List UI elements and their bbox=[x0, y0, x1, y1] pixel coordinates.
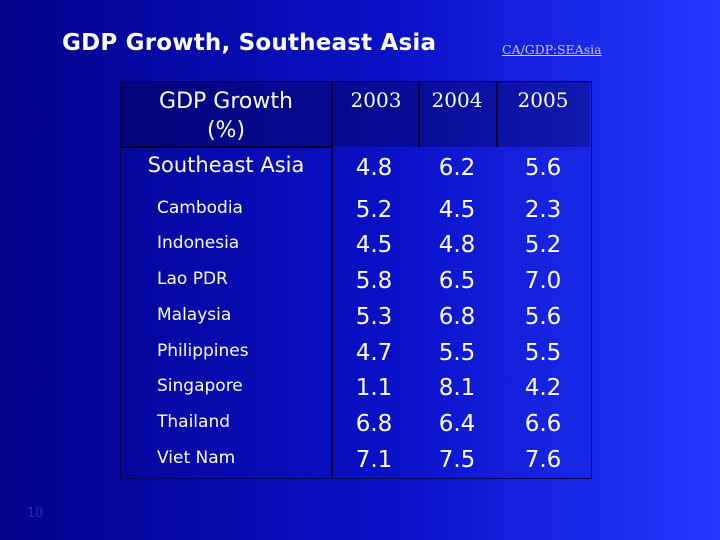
cell-value: 4.5 bbox=[438, 197, 476, 223]
table-divider bbox=[120, 146, 332, 148]
region-value: 4.8 bbox=[355, 155, 393, 181]
cell-value: 6.8 bbox=[438, 304, 476, 330]
country-label: Malaysia bbox=[157, 305, 232, 325]
cell-value: 4.7 bbox=[355, 340, 393, 366]
cell-value: 4.8 bbox=[438, 232, 476, 258]
country-label: Lao PDR bbox=[157, 269, 228, 289]
cell-value: 6.4 bbox=[438, 411, 476, 437]
table-header-label: GDP Growth (%) bbox=[120, 87, 332, 145]
page-number: 10 bbox=[27, 506, 43, 521]
table-divider bbox=[496, 81, 498, 147]
country-label: Singapore bbox=[157, 376, 243, 396]
slide-title: GDP Growth, Southeast Asia bbox=[62, 30, 437, 56]
cell-value: 5.8 bbox=[355, 268, 393, 294]
cell-value: 1.1 bbox=[355, 375, 393, 401]
year-header: 2005 bbox=[517, 88, 569, 112]
region-value: 5.6 bbox=[524, 155, 562, 181]
cell-value: 5.2 bbox=[355, 197, 393, 223]
cell-value: 8.1 bbox=[438, 375, 476, 401]
region-label: Southeast Asia bbox=[147, 153, 305, 177]
cell-value: 5.3 bbox=[355, 304, 393, 330]
cell-value: 6.6 bbox=[524, 411, 562, 437]
cell-value: 2.3 bbox=[524, 197, 562, 223]
cell-value: 7.5 bbox=[438, 447, 476, 473]
country-label: Cambodia bbox=[157, 198, 243, 218]
table-header-band bbox=[120, 81, 590, 147]
cell-value: 6.5 bbox=[438, 268, 476, 294]
table-divider bbox=[331, 81, 333, 477]
header-label-line: (%) bbox=[206, 118, 246, 143]
cell-value: 5.6 bbox=[524, 304, 562, 330]
cell-value: 6.8 bbox=[355, 411, 393, 437]
region-value: 6.2 bbox=[438, 155, 476, 181]
cell-value: 5.5 bbox=[524, 340, 562, 366]
cell-value: 4.5 bbox=[355, 232, 393, 258]
cell-value: 5.5 bbox=[438, 340, 476, 366]
cell-value: 7.6 bbox=[524, 447, 562, 473]
reference-link[interactable]: CA/GDP:SEAsia bbox=[502, 42, 602, 57]
table-divider bbox=[418, 81, 420, 147]
year-header: 2003 bbox=[350, 88, 402, 112]
table-frame bbox=[120, 81, 592, 479]
cell-value: 7.0 bbox=[524, 268, 562, 294]
cell-value: 7.1 bbox=[355, 447, 393, 473]
country-label: Viet Nam bbox=[157, 448, 236, 468]
country-label: Thailand bbox=[157, 412, 231, 432]
header-label-line: GDP Growth bbox=[159, 89, 293, 114]
country-label: Philippines bbox=[157, 341, 249, 361]
cell-value: 5.2 bbox=[524, 232, 562, 258]
year-header: 2004 bbox=[431, 88, 483, 112]
country-label: Indonesia bbox=[157, 233, 240, 253]
cell-value: 4.2 bbox=[524, 375, 562, 401]
